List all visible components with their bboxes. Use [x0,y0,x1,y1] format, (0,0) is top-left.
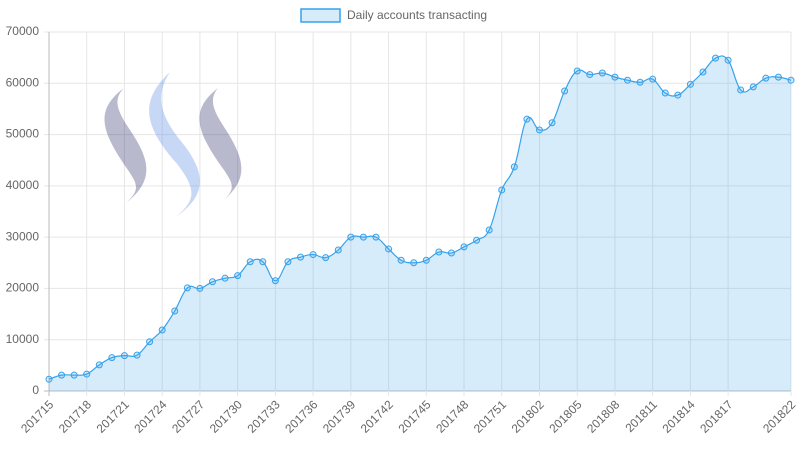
x-tick-label: 201745 [395,397,433,435]
point [535,126,543,134]
x-tick-label: 201742 [358,397,396,435]
point [598,69,606,77]
logo-watermark [104,72,242,218]
point [309,251,317,259]
point [636,78,644,86]
point [146,338,154,346]
point [422,256,430,264]
point [548,119,556,127]
legend-swatch [300,8,341,23]
point [120,352,128,360]
point [611,73,619,81]
x-tick-label: 201721 [94,397,132,435]
point [749,83,757,91]
line [48,55,792,380]
point [774,73,782,81]
point [523,115,531,123]
x-tick-label: 201811 [622,397,660,435]
point [297,253,305,261]
point [334,246,342,254]
x-tick-label: 201805 [546,397,584,435]
point [70,371,78,379]
point [447,249,455,257]
x-tick-label: 201751 [471,397,509,435]
point [183,284,191,292]
point [397,256,405,264]
point [58,371,66,379]
y-tick-label: 60000 [6,75,40,89]
y-tick-label: 30000 [6,229,40,243]
point [234,272,242,280]
y-tick-label: 20000 [6,281,40,295]
x-tick-label: 201727 [169,397,207,435]
point [661,89,669,97]
point [133,351,141,359]
point [221,274,229,282]
point [435,248,443,256]
point [108,354,116,362]
point [762,74,770,82]
point [724,56,732,64]
point [737,86,745,94]
point [485,226,493,234]
point [624,76,632,84]
x-tick-label: 201822 [760,397,798,435]
point [586,71,594,79]
x-tick-label: 201724 [131,397,169,435]
point [385,245,393,253]
legend: Daily accounts transacting [300,8,487,23]
point [372,233,380,241]
point [359,233,367,241]
point [171,307,179,315]
point [271,277,279,285]
x-tick-label: 201802 [509,397,547,435]
y-tick-label: 50000 [6,127,40,141]
y-tick-label: 70000 [6,24,40,38]
x-tick-label: 201814 [660,397,698,435]
point [649,75,657,83]
y-tick-label: 10000 [6,332,40,346]
point [561,87,569,95]
point [686,80,694,88]
point [45,375,53,383]
point [322,254,330,262]
legend-label: Daily accounts transacting [347,8,487,22]
point [510,163,518,171]
point [498,186,506,194]
x-tick-label: 201748 [433,397,471,435]
area [49,55,791,391]
point [473,236,481,244]
x-tick-label: 201730 [207,397,245,435]
point [787,76,795,84]
point [674,91,682,99]
point [208,278,216,286]
point [347,233,355,241]
y-tick-label: 0 [32,383,39,397]
point [712,54,720,62]
point [460,243,468,251]
x-tick-label: 201733 [245,397,283,435]
point [410,259,418,267]
point [246,258,254,266]
point [83,370,91,378]
point [699,68,707,76]
x-tick-label: 201736 [282,397,320,435]
point [196,284,204,292]
x-tick-label: 201808 [584,397,622,435]
x-tick-label: 201715 [18,397,56,435]
x-tick-label: 201739 [320,397,358,435]
point [573,67,581,75]
y-tick-label: 40000 [6,178,40,192]
point [284,258,292,266]
x-tick-label: 201817 [697,397,735,435]
point [158,326,166,334]
point [259,258,267,266]
point [95,361,103,369]
grid [44,31,792,396]
x-tick-label: 201718 [56,397,94,435]
